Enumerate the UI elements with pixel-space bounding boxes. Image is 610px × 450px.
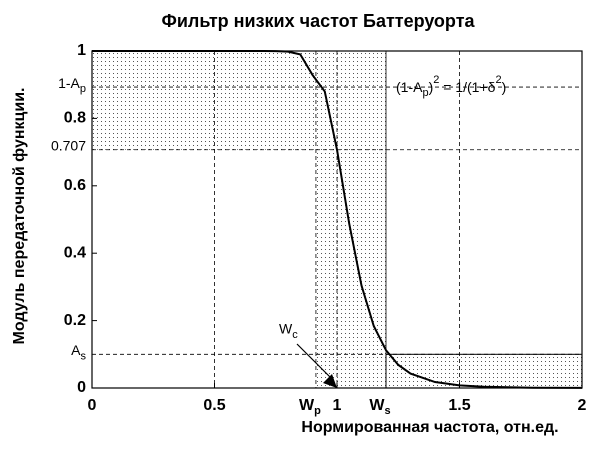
cutoff-arrow — [296, 343, 332, 379]
x-tick-label: 1.5 — [448, 397, 470, 414]
y-marker-label-sub: p — [80, 83, 86, 95]
equation: (1-Ap)2 = 1/(1+δ2) — [396, 74, 506, 99]
y-tick-label: 0.6 — [64, 177, 86, 194]
y-tick-label: 0 — [77, 379, 86, 396]
cutoff-label-sub: c — [292, 329, 298, 341]
x-marker-label-sub: p — [314, 405, 321, 417]
y-axis-label: Модуль передаточной функции. — [11, 88, 28, 345]
eq-part: ) — [502, 79, 507, 95]
eq-part: 2 — [433, 74, 439, 86]
y-marker-label: 1-Ap — [58, 75, 86, 95]
chart-title: Фильтр низких частот Баттеруорта — [161, 11, 475, 31]
x-tick-label: 0.5 — [203, 397, 225, 414]
y-tick-label: 0.8 — [64, 110, 86, 127]
x-marker-label: Wp — [299, 397, 321, 417]
x-marker-label-sub: s — [384, 405, 390, 417]
eq-part: p — [422, 87, 428, 99]
x-tick-label: 1 — [333, 397, 342, 414]
y-marker-label: As — [71, 342, 86, 362]
eq-part: 2 — [495, 74, 501, 86]
y-marker-label: 0.707 — [51, 137, 86, 153]
curve — [92, 50, 583, 389]
y-tick-label: 0.4 — [64, 244, 86, 261]
x-tick-label: 0 — [88, 397, 97, 414]
cutoff-label: Wc — [279, 321, 298, 341]
x-axis-label: Нормированная частота, отн.ед. — [301, 419, 558, 436]
cutoff-arrowhead — [323, 374, 337, 388]
y-tick-label: 0.2 — [64, 312, 86, 329]
x-marker-label: Ws — [369, 397, 390, 417]
y-marker-label-sub: s — [81, 350, 87, 362]
y-tick-label: 1 — [77, 42, 86, 59]
x-tick-label: 2 — [578, 397, 587, 414]
stopband-region — [385, 353, 583, 389]
